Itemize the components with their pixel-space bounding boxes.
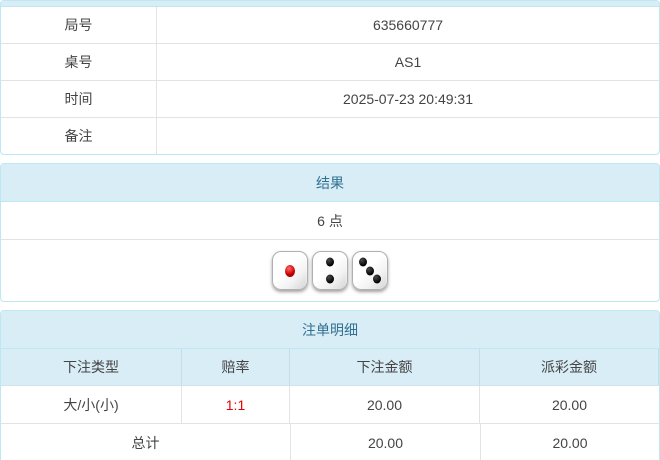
info-row-remark: 备注	[1, 118, 659, 154]
round-info-panel: 局号 635660777 桌号 AS1 时间 2025-07-23 20:49:…	[0, 0, 660, 155]
bet-table-header-row: 下注类型 赔率 下注金额 派彩金额	[1, 349, 659, 386]
table-number-label: 桌号	[1, 44, 157, 80]
panel-top-strip	[1, 1, 659, 7]
bet-panel-title: 注单明细	[1, 311, 659, 349]
round-number-label: 局号	[1, 7, 157, 43]
die-1-icon	[272, 251, 308, 290]
result-panel: 结果 6 点	[0, 163, 660, 302]
remark-value	[157, 118, 659, 154]
bet-type-cell: 大/小(小)	[1, 386, 182, 423]
time-value: 2025-07-23 20:49:31	[343, 91, 473, 107]
bet-table-row: 大/小(小) 1:1 20.00 20.00	[1, 386, 659, 424]
dice-row	[1, 240, 659, 301]
table-number-value: AS1	[394, 54, 422, 70]
col-header-payout: 派彩金额	[480, 349, 659, 385]
info-row-table: 桌号 AS1	[1, 44, 659, 81]
remark-label: 备注	[1, 118, 157, 154]
bet-table-total-row: 总计 20.00 20.00	[1, 424, 659, 460]
info-row-time: 时间 2025-07-23 20:49:31	[1, 81, 659, 118]
die-2-icon	[312, 251, 348, 290]
result-points: 6 点	[1, 202, 659, 240]
odds-cell: 1:1	[182, 386, 290, 423]
die-3-icon	[352, 251, 388, 290]
total-payout-cell: 20.00	[552, 435, 588, 451]
info-row-round: 局号 635660777	[1, 7, 659, 44]
result-panel-title: 结果	[1, 164, 659, 202]
total-bet-amount-cell: 20.00	[291, 424, 481, 460]
col-header-bet-amount: 下注金额	[290, 349, 480, 385]
round-number-value: 635660777	[372, 17, 444, 33]
payout-cell: 20.00	[551, 396, 588, 413]
col-header-bet-type: 下注类型	[1, 349, 182, 385]
bet-amount-cell: 20.00	[290, 386, 480, 423]
col-header-odds: 赔率	[182, 349, 290, 385]
time-label: 时间	[1, 81, 157, 117]
total-label-cell: 总计	[1, 424, 291, 460]
bet-detail-panel: 注单明细 下注类型 赔率 下注金额 派彩金额 大/小(小) 1:1 20.00 …	[0, 310, 660, 460]
